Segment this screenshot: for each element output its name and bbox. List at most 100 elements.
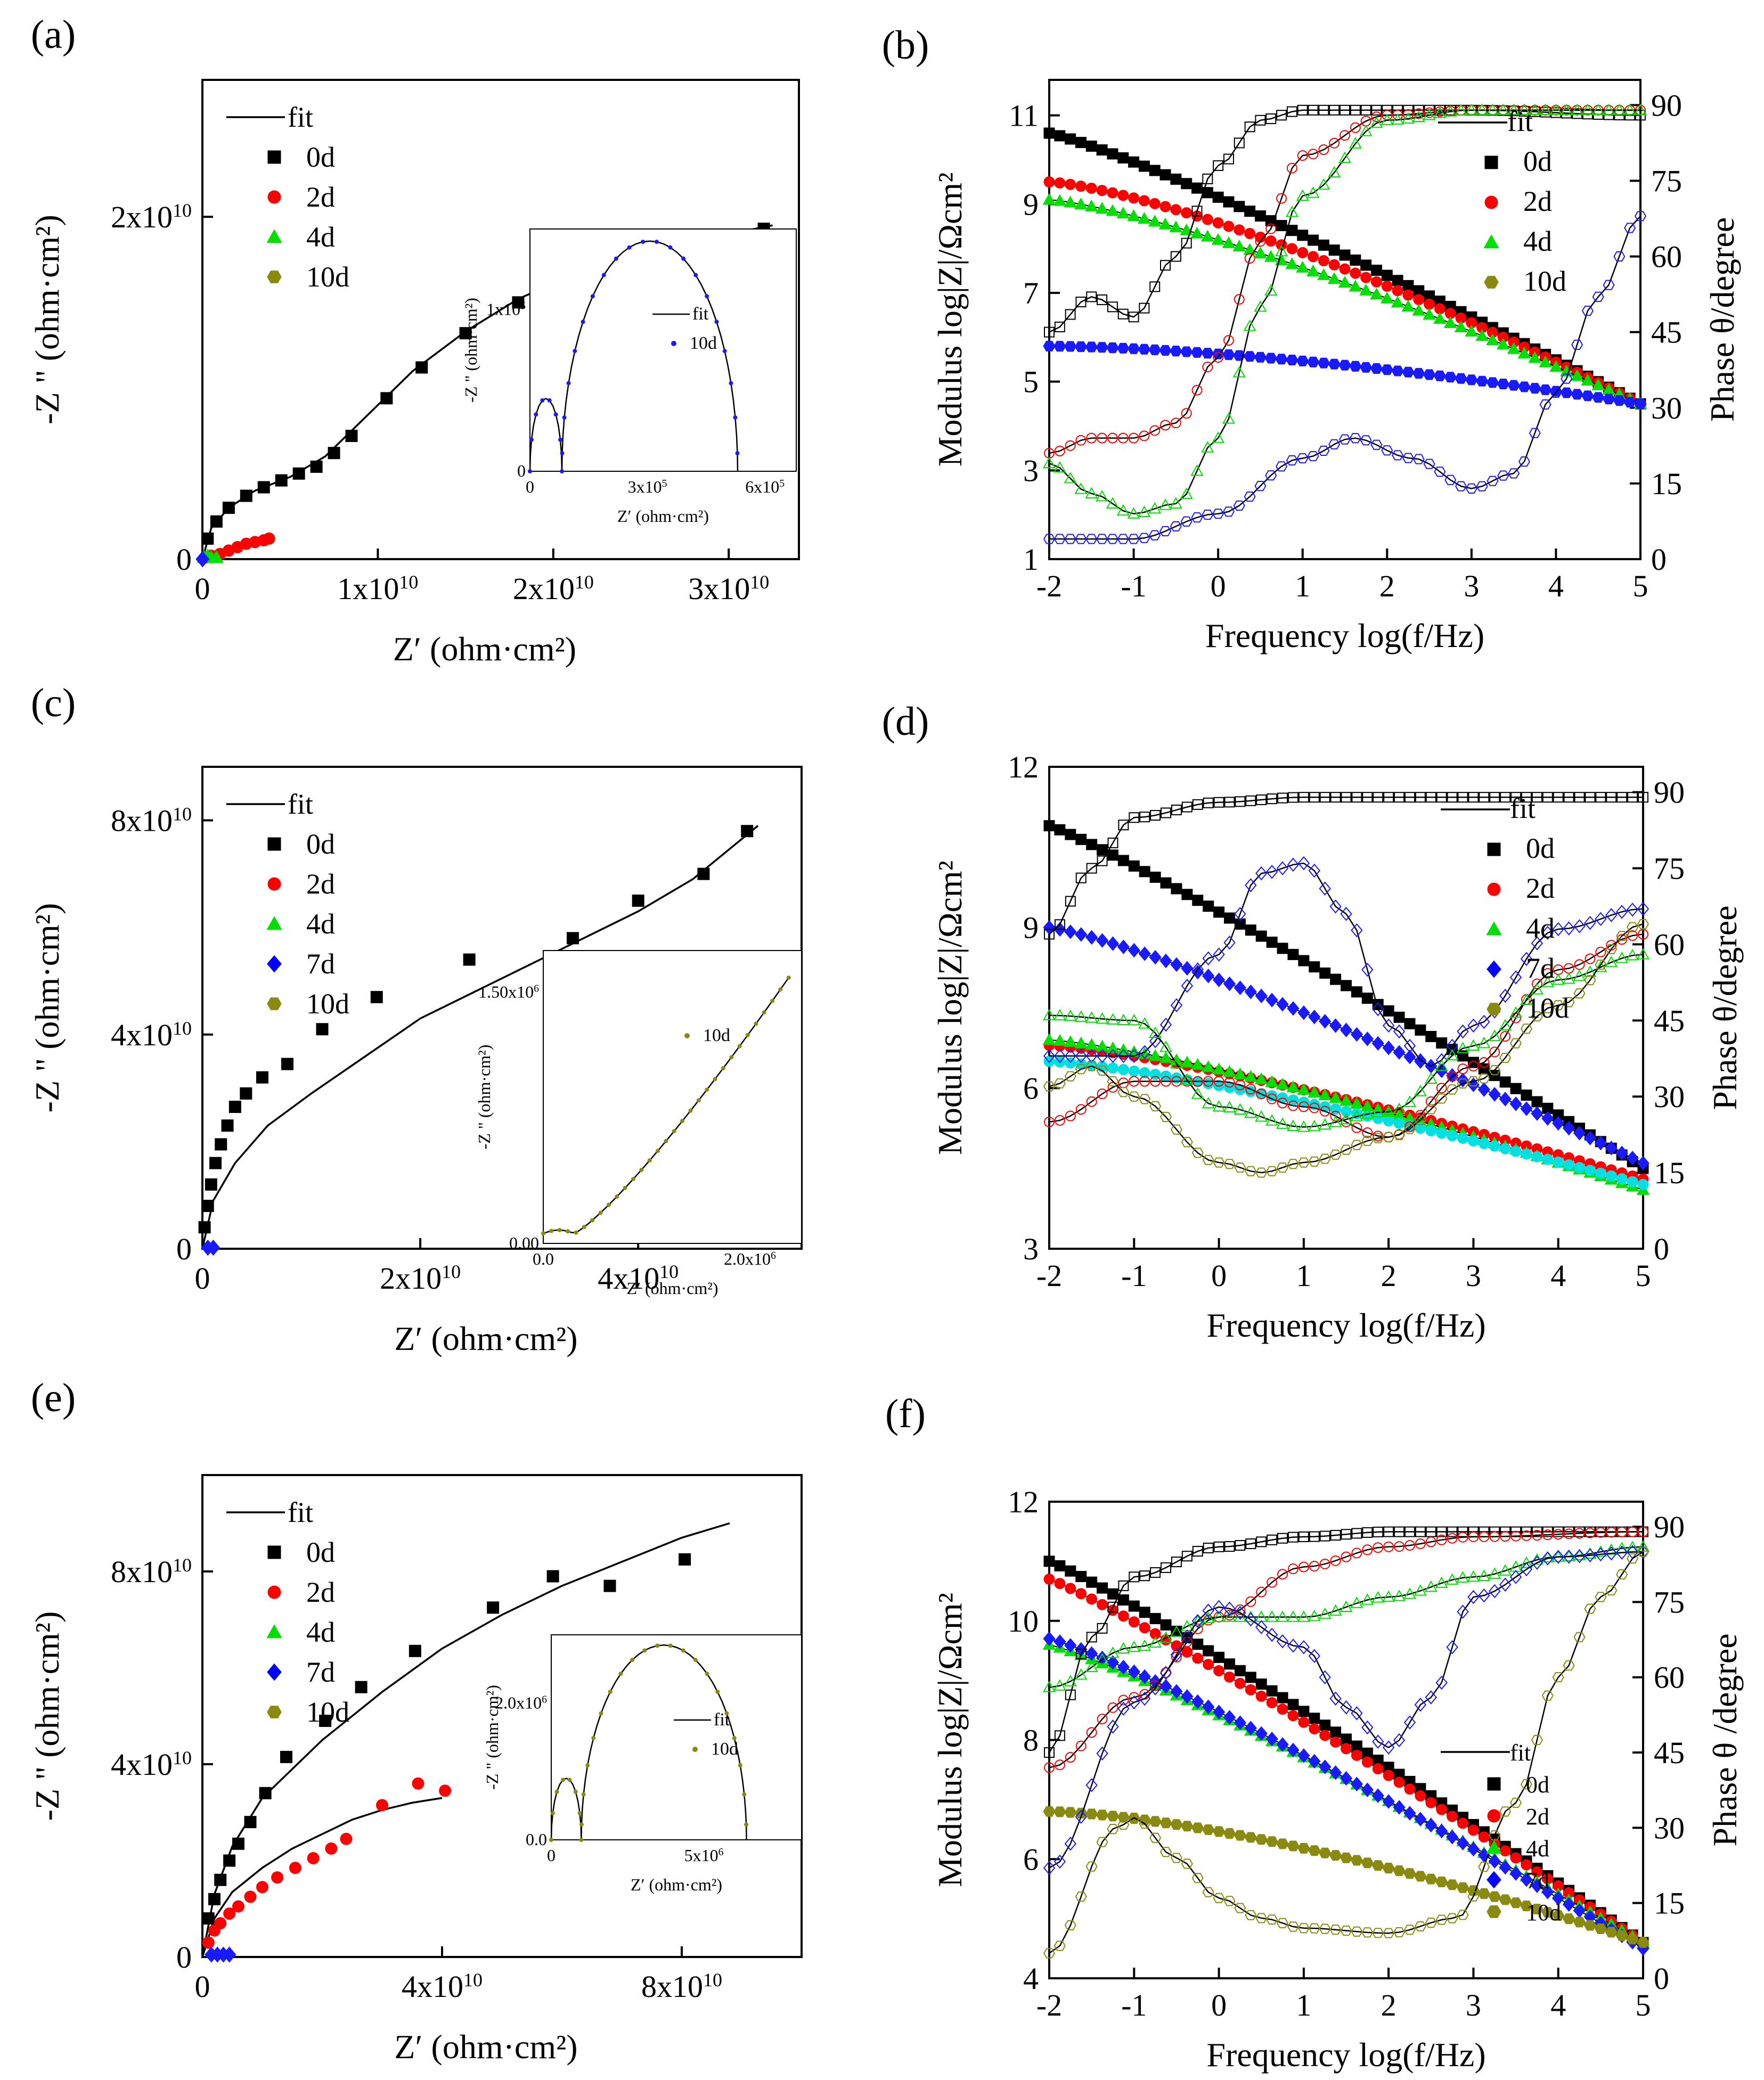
phase-point-10d	[1478, 1862, 1490, 1872]
modulus-point-0d	[1425, 1030, 1437, 1042]
phase-point-7d	[1064, 1836, 1077, 1851]
phase-point-4d	[1573, 969, 1586, 981]
y-tick-label: 4	[1023, 1961, 1039, 1996]
inset-point	[641, 240, 646, 244]
modulus-point-cyan	[1595, 1167, 1606, 1179]
phase-point-0d	[1075, 297, 1087, 308]
modulus-point-4d	[1202, 1060, 1215, 1072]
phase-point-2d	[1500, 1031, 1511, 1042]
phase-point-2d	[1139, 1076, 1150, 1087]
modulus-point-0d	[1212, 191, 1224, 203]
phase-point-0d	[1489, 792, 1500, 803]
modulus-point-7d	[1170, 957, 1183, 972]
point-0d	[415, 361, 428, 374]
modulus-point-0d	[1457, 1050, 1469, 1062]
phase-point-2d	[1065, 440, 1076, 451]
inset-point	[529, 437, 534, 442]
inset-point	[664, 1139, 668, 1143]
inset-y-tick-label: 1.50x106	[478, 982, 539, 1002]
modulus-point-cyan	[1372, 1112, 1384, 1124]
inset-point	[770, 998, 775, 1003]
modulus-point-cyan	[1467, 1135, 1479, 1147]
point-0d	[328, 447, 340, 460]
phase-point-10d	[1149, 1101, 1162, 1111]
phase-point-10d	[1307, 451, 1319, 462]
point-2d	[244, 1890, 257, 1903]
point-0d	[221, 1119, 234, 1132]
modulus-point-0d	[1097, 1582, 1108, 1594]
inset-y-tick-label: 2.0x106	[495, 1693, 547, 1712]
phase-point-2d	[1341, 1551, 1352, 1562]
phase-point-10d	[1191, 1873, 1204, 1884]
phase-point-2d	[1404, 1540, 1415, 1551]
modulus-point-cyan	[1637, 1178, 1649, 1190]
inset-point	[623, 1185, 627, 1190]
phase-point-10d	[1096, 534, 1108, 544]
phase-point-2d	[1616, 934, 1628, 945]
x-tick-label: 3	[1464, 569, 1479, 603]
modulus-point-0d	[1341, 1733, 1352, 1745]
modulus-point-2d	[1298, 1716, 1310, 1728]
phase-point-0d	[1341, 792, 1352, 803]
phase-point-10d	[1234, 1903, 1246, 1913]
modulus-point-7d	[1414, 1812, 1427, 1827]
modulus-point-4d	[1106, 1041, 1120, 1053]
phase-point-7d	[1403, 1038, 1416, 1053]
modulus-point-2d	[1287, 1710, 1299, 1722]
phase-point-7d	[1414, 1053, 1427, 1068]
phase-point-2d	[1553, 1529, 1564, 1540]
legend-label: 4d	[306, 908, 335, 940]
inset-point	[528, 469, 532, 473]
phase-point-4d	[1254, 300, 1267, 312]
modulus-point-4d	[1095, 202, 1109, 214]
phase-point-4d	[1414, 1584, 1427, 1596]
modulus-point-7d	[1499, 1860, 1512, 1875]
inset-point	[562, 415, 567, 420]
modulus-point-7d	[1371, 1036, 1384, 1051]
phase-point-7d	[1372, 1002, 1384, 1017]
phase-point-0d	[1224, 1541, 1235, 1552]
modulus-point-7d	[1382, 1794, 1395, 1809]
phase-point-4d	[1435, 1576, 1448, 1588]
phase-point-0d	[1298, 1531, 1309, 1542]
modulus-point-4d	[1064, 195, 1077, 208]
point-0d	[355, 1681, 368, 1693]
modulus-point-10d	[1381, 364, 1393, 375]
modulus-point-10d	[1360, 362, 1373, 373]
modulus-point-4d	[1148, 215, 1162, 227]
modulus-point-7d	[1594, 1135, 1607, 1151]
phase-point-2d	[1118, 1694, 1129, 1706]
phase-point-7d	[1457, 1604, 1469, 1619]
phase-point-4d	[1138, 1639, 1152, 1651]
phase-point-4d	[1234, 1103, 1247, 1115]
modulus-point-7d	[1308, 1009, 1321, 1025]
point-2d	[340, 1832, 353, 1845]
phase-point-7d	[1107, 1719, 1119, 1734]
phase-point-10d	[1476, 481, 1488, 492]
panel-label: (f)	[885, 1391, 926, 1436]
modulus-point-10d	[1202, 1824, 1215, 1835]
y2-tick-label: 0	[1654, 1961, 1669, 1996]
phase-point-10d	[1584, 975, 1596, 986]
phase-point-4d	[1159, 1040, 1173, 1052]
phase-point-4d	[1296, 189, 1309, 201]
modulus-point-4d	[1212, 1062, 1226, 1075]
phase-point-4d	[1265, 1610, 1279, 1622]
phase-point-0d	[1086, 1632, 1097, 1643]
phase-point-4d	[1329, 1604, 1342, 1616]
phase-point-10d	[1403, 1124, 1416, 1134]
modulus-point-2d	[1393, 1776, 1405, 1788]
modulus-point-4d	[1096, 1039, 1109, 1052]
phase-point-2d	[1479, 1531, 1490, 1542]
modulus-point-10d	[1605, 1927, 1618, 1938]
phase-point-4d	[1169, 497, 1182, 509]
phase-point-10d	[1372, 1928, 1384, 1938]
inset-x-tick-label: 6x105	[745, 477, 785, 496]
modulus-point-4d	[1308, 1085, 1321, 1098]
phase-point-2d	[1191, 384, 1203, 396]
phase-point-4d	[1285, 206, 1298, 217]
fit-line	[201, 1797, 443, 1958]
modulus-point-10d	[1465, 374, 1478, 386]
x-tick-label: 0	[195, 571, 210, 606]
